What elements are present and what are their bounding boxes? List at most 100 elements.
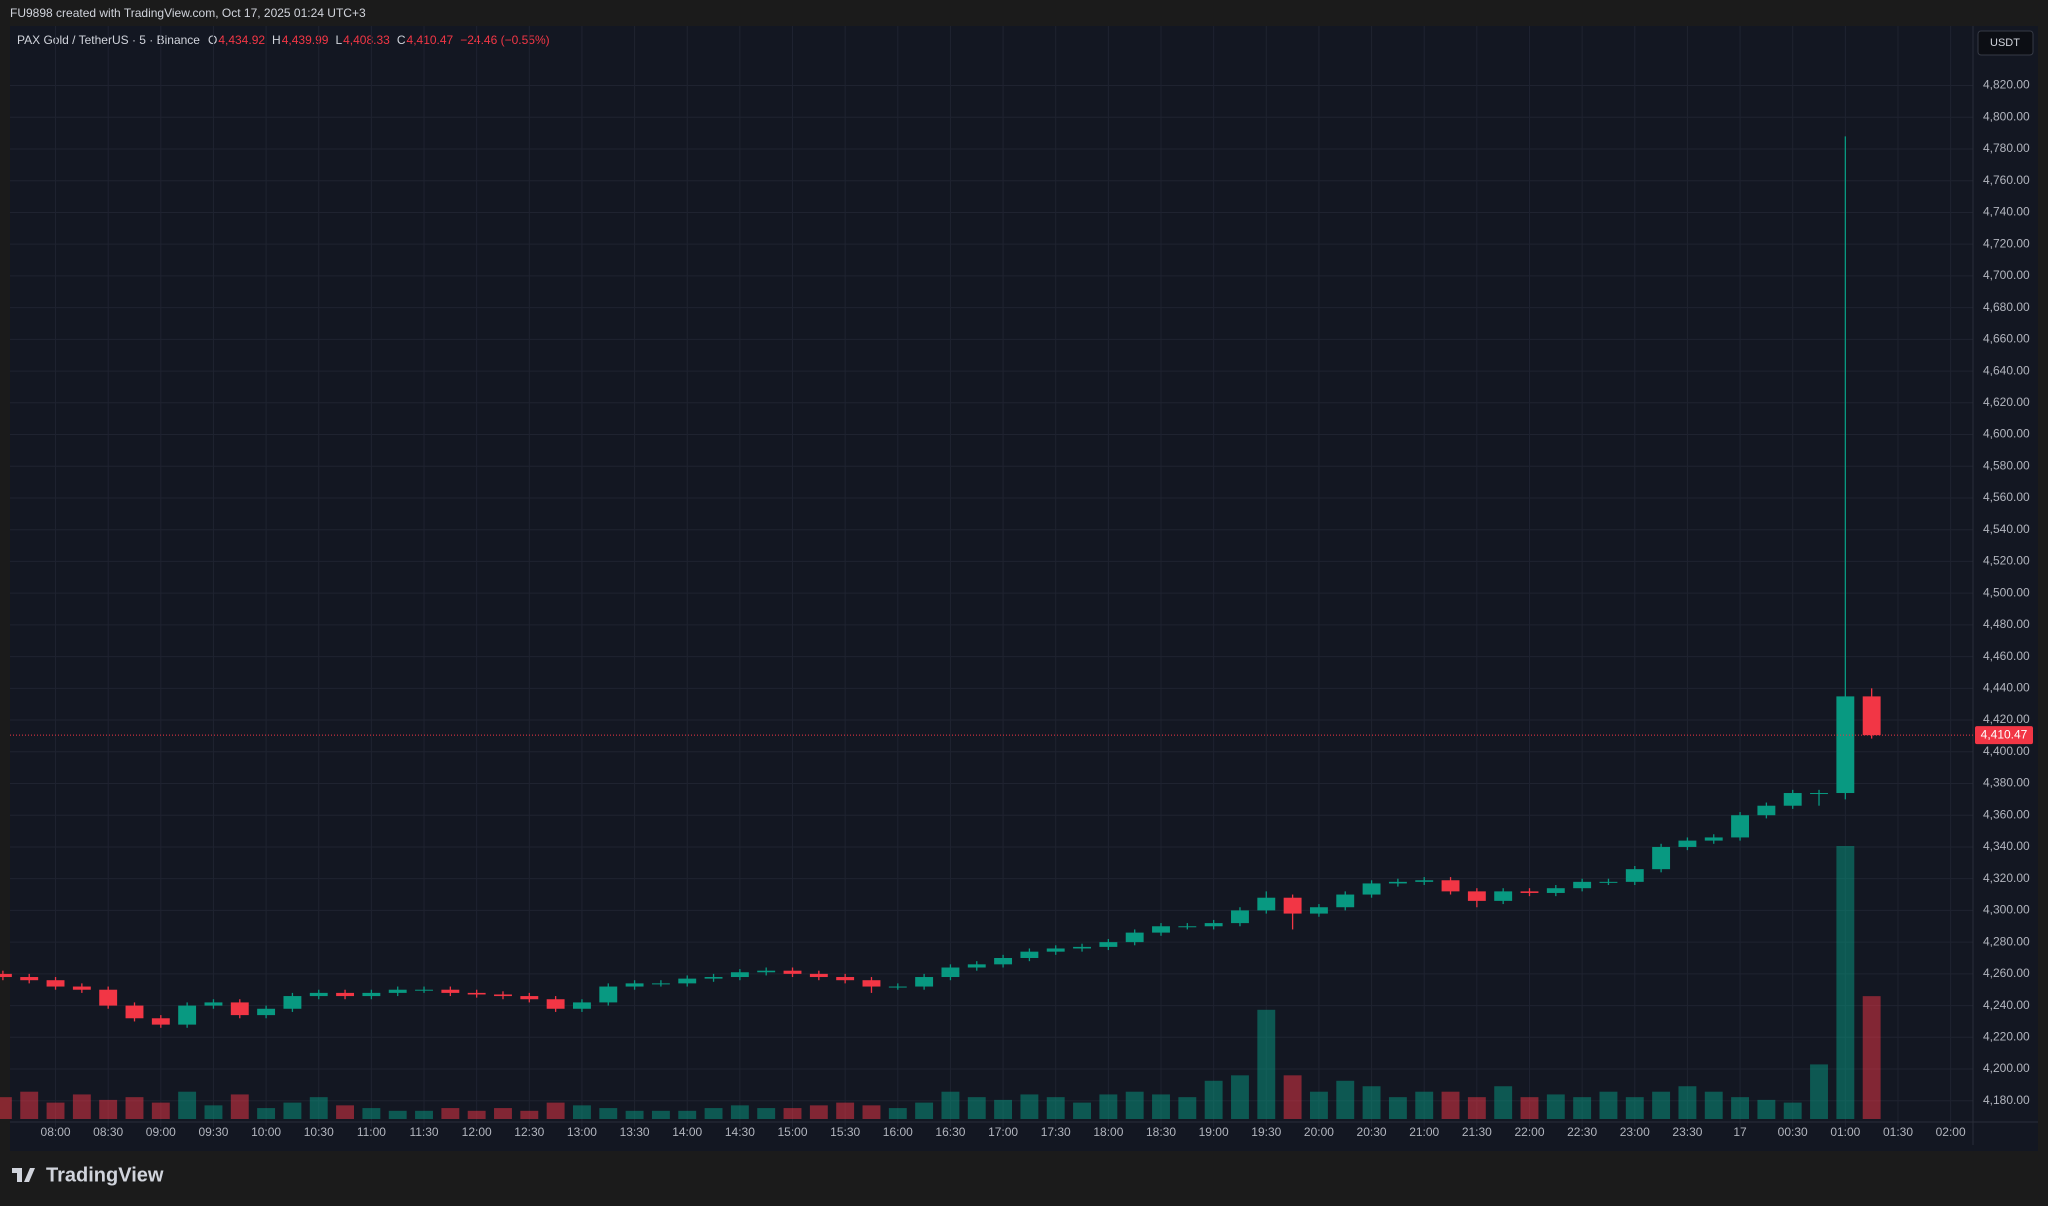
volume-bar	[704, 1108, 723, 1119]
volume-bar	[178, 1091, 197, 1119]
y-tick-label: 4,260.00	[1983, 966, 2030, 980]
volume-bar	[836, 1102, 855, 1119]
currency[interactable]: USDT	[1990, 37, 2020, 49]
candle-body	[415, 989, 433, 991]
candle-body	[967, 964, 986, 968]
candle-body	[362, 992, 381, 997]
x-tick-label: 08:30	[93, 1125, 123, 1139]
candle-body	[1309, 907, 1328, 914]
volume-bar	[546, 1102, 565, 1119]
volume-bar	[1573, 1097, 1592, 1119]
candle-body	[283, 996, 302, 1009]
candle-body	[730, 972, 749, 978]
volume-bar	[1204, 1080, 1223, 1119]
volume-bar	[1599, 1091, 1618, 1119]
volume-bar	[441, 1108, 460, 1119]
y-tick-label: 4,420.00	[1983, 712, 2030, 726]
volume-bar	[1257, 1009, 1276, 1119]
volume-bar	[1810, 1064, 1828, 1119]
y-tick-label: 4,500.00	[1983, 585, 2030, 599]
y-tick-label: 4,360.00	[1983, 807, 2030, 821]
volume-bar	[257, 1108, 276, 1119]
y-tick-label: 4,580.00	[1983, 458, 2030, 472]
candle-body	[573, 1002, 591, 1009]
candle-body	[1546, 888, 1565, 893]
logo	[12, 1168, 35, 1182]
volume-bar	[994, 1099, 1013, 1119]
candle-body	[1231, 910, 1249, 924]
candle-body	[1520, 891, 1539, 893]
candle-body	[546, 999, 565, 1009]
y-tick-label: 4,760.00	[1983, 173, 2030, 187]
volume-bar	[1678, 1086, 1697, 1119]
candle-body	[125, 1005, 144, 1019]
volume-bar	[1178, 1097, 1197, 1119]
x-tick-label: 20:00	[1304, 1125, 1334, 1139]
candle-body	[441, 989, 460, 993]
volume-bar	[1652, 1091, 1671, 1119]
volume-bar	[1283, 1075, 1302, 1119]
x-tick-label: 19:00	[1199, 1125, 1229, 1139]
x-tick-label: 17:30	[1041, 1125, 1071, 1139]
candle-body	[72, 986, 91, 990]
volume-bar	[494, 1108, 512, 1119]
volume-bar	[915, 1102, 934, 1119]
candle-body	[888, 986, 907, 988]
x-tick-label: 16:00	[883, 1125, 913, 1139]
candle-body	[599, 986, 618, 1003]
candle-body	[1362, 883, 1381, 895]
credit: FU9898 created with TradingView.com, Oct…	[10, 6, 366, 20]
volume-bar	[1731, 1097, 1750, 1119]
candle-body	[388, 989, 407, 993]
y-tick-label: 4,240.00	[1983, 998, 2030, 1012]
volume-bar	[1836, 846, 1855, 1119]
candle-body	[941, 967, 960, 978]
candle-body	[1283, 897, 1302, 914]
y-tick-label: 4,460.00	[1983, 649, 2030, 663]
candle-body	[178, 1005, 197, 1025]
candle-body	[1204, 923, 1223, 927]
volume-bar	[1125, 1091, 1144, 1119]
candle-body	[704, 977, 723, 979]
y-tick-label: 4,180.00	[1983, 1093, 2030, 1107]
footer-brand: TradingView	[46, 1164, 164, 1186]
volume-bar	[520, 1110, 539, 1119]
y-tick-label: 4,400.00	[1983, 744, 2030, 758]
candle-body	[1152, 926, 1170, 933]
candle-body	[678, 978, 697, 984]
candle-body	[757, 970, 776, 973]
y-tick-label: 4,220.00	[1983, 1029, 2030, 1043]
candle-body	[1599, 881, 1618, 883]
volume-bar	[862, 1105, 881, 1119]
y-tick-label: 4,380.00	[1983, 776, 2030, 790]
volume-bar	[151, 1102, 170, 1119]
x-tick-label: 23:00	[1620, 1125, 1650, 1139]
x-tick-label: 21:00	[1409, 1125, 1439, 1139]
candle-body	[1046, 948, 1065, 952]
volume-bar	[1073, 1102, 1091, 1119]
candle-body	[1336, 894, 1355, 908]
candle-body	[994, 957, 1013, 965]
candle-body	[1257, 897, 1276, 911]
y-tick-label: 4,300.00	[1983, 903, 2030, 917]
volume-bar	[362, 1108, 381, 1119]
x-tick-label: 23:30	[1672, 1125, 1702, 1139]
volume-bar	[1388, 1097, 1407, 1119]
y-tick-label: 4,620.00	[1983, 395, 2030, 409]
x-tick-label: 02:00	[1936, 1125, 1966, 1139]
change: −24.46 (−0.55%)	[460, 33, 549, 47]
volume-bar	[888, 1108, 907, 1119]
volume-bar	[730, 1105, 749, 1119]
candle-body	[1020, 951, 1039, 958]
x-tick-label: 20:30	[1357, 1125, 1387, 1139]
candle-body	[230, 1002, 249, 1016]
currency-button[interactable]	[1977, 30, 2034, 56]
candle-body	[1704, 837, 1723, 841]
candle-body	[204, 1002, 223, 1006]
y-tick-label: 4,540.00	[1983, 522, 2030, 536]
y-tick-label: 4,680.00	[1983, 300, 2030, 314]
y-tick-label: 4,820.00	[1983, 78, 2030, 92]
volume-bar	[309, 1097, 328, 1119]
x-tick-label: 21:30	[1462, 1125, 1492, 1139]
volume-bar	[20, 1091, 39, 1119]
